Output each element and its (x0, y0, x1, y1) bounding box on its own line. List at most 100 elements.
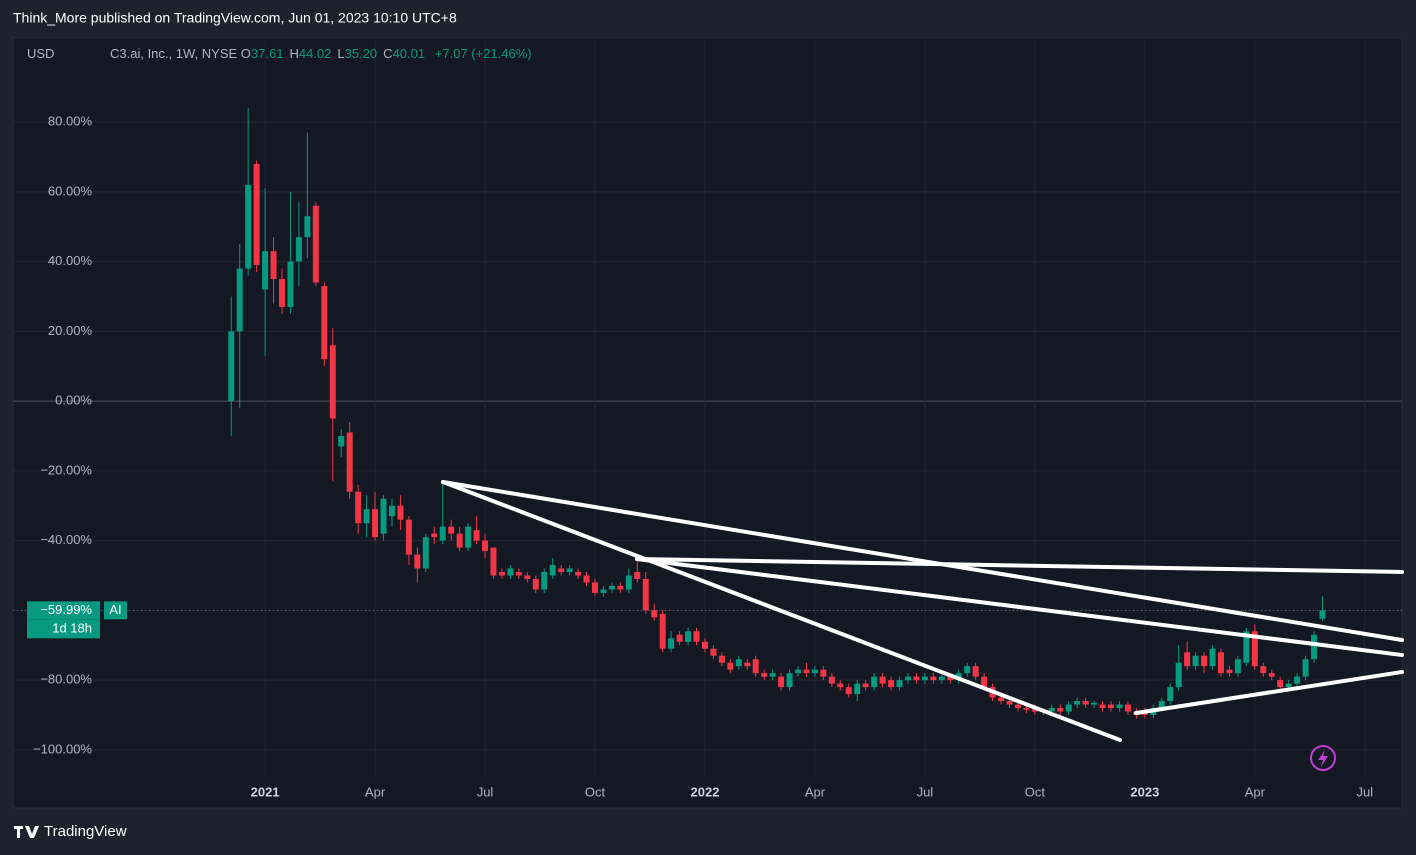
candle (312, 202, 319, 286)
candle-body (1251, 631, 1258, 667)
candle (380, 495, 387, 541)
candle (1192, 652, 1199, 670)
candle-body (744, 662, 751, 667)
candle (236, 244, 243, 409)
candle-body (938, 676, 945, 681)
candle-body (600, 589, 607, 593)
candle-body (236, 268, 243, 332)
ohlc-value: 37.61 (250, 46, 284, 61)
candle (321, 282, 328, 367)
candle (659, 610, 666, 653)
candle (575, 568, 582, 579)
candle-body (507, 568, 514, 576)
candle (608, 582, 615, 593)
candle (262, 188, 269, 356)
candle-body (1192, 655, 1199, 667)
candle (1226, 666, 1233, 677)
alert-icon[interactable] (1310, 745, 1336, 771)
candle-body (388, 505, 395, 517)
legend: USD C3.ai, Inc., 1W, NYSE O37.61 H44.02 L35… (27, 46, 532, 61)
candle-body (456, 533, 463, 548)
ohlc-value: 44.02 (298, 46, 332, 61)
candle (388, 498, 395, 527)
candle (482, 533, 489, 559)
candle (1099, 701, 1106, 712)
candle-body (685, 631, 692, 642)
candle-body (904, 676, 911, 681)
candle (1116, 701, 1123, 712)
candle-body (981, 676, 988, 688)
candle-body (279, 279, 286, 307)
candle (1251, 624, 1258, 670)
candle-body (803, 669, 810, 674)
candle (701, 638, 708, 653)
candle-body (287, 261, 294, 307)
candle-body (1184, 652, 1191, 667)
candle (355, 484, 362, 534)
candle (1209, 645, 1216, 670)
candle-body (701, 641, 708, 649)
alert-bolt[interactable] (1318, 750, 1328, 767)
x-tick-label: Apr (1245, 784, 1266, 799)
candle-body (558, 568, 565, 573)
candle (414, 547, 421, 583)
candle-body (414, 554, 421, 569)
candle (541, 568, 548, 593)
candle (803, 662, 810, 677)
candle (397, 495, 404, 531)
trend-line (1134, 670, 1404, 715)
candle-body (1243, 631, 1250, 663)
candle-body (1158, 701, 1165, 709)
x-tick-label: Apr (805, 784, 826, 799)
candle (270, 237, 277, 304)
candle-body (752, 659, 759, 674)
price-label: −59.99% (40, 602, 92, 617)
candle-body (710, 648, 717, 656)
candle-body (1260, 666, 1267, 674)
candle (1108, 701, 1115, 712)
candle (329, 327, 336, 482)
x-tick-label: 2021 (251, 784, 280, 799)
candle (583, 572, 590, 586)
candle (245, 108, 252, 276)
candle-body (693, 631, 700, 642)
candle-body (1074, 701, 1081, 705)
candle-body (304, 216, 311, 238)
alert-circle[interactable] (1310, 745, 1336, 771)
countdown-label: 1d 18h (52, 620, 92, 635)
candle (693, 627, 700, 646)
candle (1217, 648, 1224, 677)
candle-body (228, 331, 235, 402)
candle-body (811, 669, 818, 674)
candle-body (1226, 669, 1233, 674)
y-tick-label: 40.00% (48, 253, 93, 268)
candle (422, 533, 429, 573)
candle-body (312, 205, 319, 283)
candle-body (363, 509, 370, 524)
candle-body (1268, 673, 1275, 677)
candle (862, 680, 869, 691)
ohlc-key: C (383, 46, 393, 61)
candle-body (482, 540, 489, 552)
candle (600, 585, 607, 597)
candle-body (253, 163, 260, 266)
candle-body (245, 184, 252, 269)
candle-body (625, 575, 632, 590)
ohlc: O37.61 H44.02 L35.20 C40.01 (241, 46, 431, 61)
candle (879, 673, 886, 688)
candle-body (1048, 708, 1055, 712)
candle-body (490, 547, 497, 576)
candle-body (676, 634, 683, 642)
candle (828, 673, 835, 688)
candle (1057, 704, 1064, 716)
candle (727, 659, 734, 674)
candle-body (1285, 683, 1292, 688)
candle (1201, 652, 1208, 674)
candle-body (439, 526, 446, 541)
candle-body (845, 687, 852, 695)
x-tick-label: 2022 (691, 784, 720, 799)
candle (676, 631, 683, 646)
candle-body (1319, 610, 1326, 619)
candle-body (879, 676, 886, 684)
